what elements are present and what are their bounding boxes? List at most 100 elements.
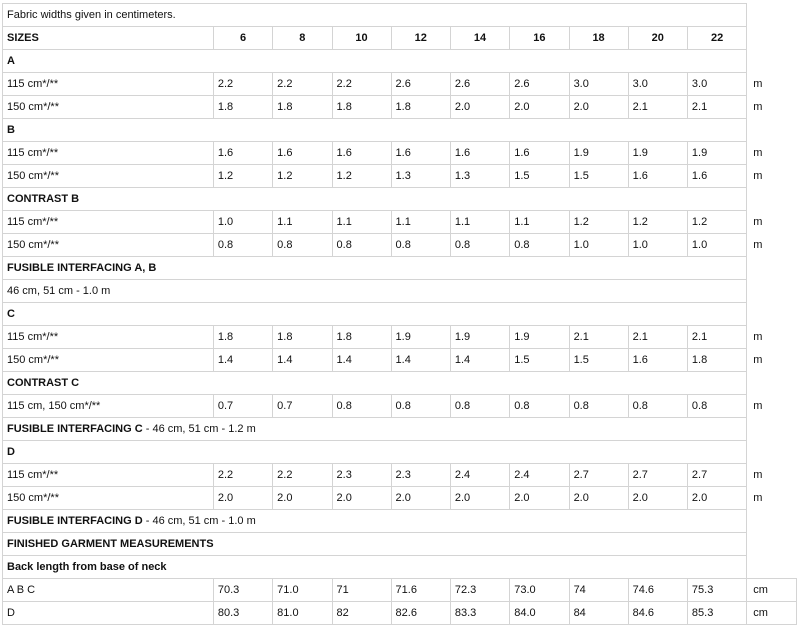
value-cell: 1.2 [627, 210, 688, 234]
value-cell: 82 [331, 601, 392, 625]
value-cell: 2.7 [686, 463, 748, 487]
value-cell: 2.4 [449, 463, 511, 487]
unit-cell: m [753, 469, 763, 481]
value-cell: 2.7 [568, 463, 629, 487]
unit-cell: m [753, 170, 763, 182]
value-cell: 74 [568, 578, 629, 602]
row-label: A B C [2, 578, 214, 602]
table-row: 150 cm*/** 2.0 2.0 2.0 2.0 2.0 2.0 2.0 2.0 2.0 m [2, 486, 797, 510]
value-cell: 2.6 [509, 72, 570, 96]
value-cell: 82.6 [390, 601, 451, 625]
value-cell: 2.3 [390, 463, 451, 487]
value-cell: 0.8 [509, 233, 570, 257]
interfacing-title: FUSIBLE INTERFACING C [7, 423, 143, 435]
value-cell: 1.4 [390, 348, 451, 372]
value-cell: 2.0 [627, 486, 688, 510]
value-cell: 1.4 [449, 348, 511, 372]
value-cell: 0.8 [331, 394, 392, 418]
value-cell: 1.4 [272, 348, 333, 372]
table-row: 150 cm*/** 1.4 1.4 1.4 1.4 1.4 1.5 1.5 1.6 1.8 m [2, 348, 797, 372]
table-body: Fabric widths given in centimeters. SIZE… [1, 3, 797, 625]
value-cell: 2.0 [449, 95, 511, 119]
value-cell: 72.3 [449, 578, 511, 602]
value-cell: 1.5 [568, 164, 629, 188]
value-cell: 2.1 [627, 325, 688, 349]
value-cell: 2.2 [212, 72, 274, 96]
size-header: 6 [212, 26, 274, 50]
value-cell: 2.1 [686, 95, 748, 119]
value-cell: 80.3 [212, 601, 274, 625]
value-cell: 2.2 [212, 463, 274, 487]
section-heading: FUSIBLE INTERFACING A, B [1, 256, 748, 280]
value-cell: 2.0 [568, 95, 629, 119]
unit-cell: m [753, 78, 763, 90]
value-cell: 3.0 [686, 72, 748, 96]
section-row: B [1, 118, 797, 142]
value-cell: 2.7 [627, 463, 688, 487]
text-row: 46 cm, 51 cm - 1.0 m [1, 279, 797, 303]
interfacing-text: 46 cm, 51 cm - 1.0 m [1, 279, 748, 303]
unit-cell: m [753, 400, 763, 412]
section-heading: CONTRAST B [1, 187, 748, 211]
value-cell: 2.6 [390, 72, 451, 96]
value-cell: 2.2 [331, 72, 392, 96]
value-cell: 1.6 [212, 141, 274, 165]
value-cell: 0.8 [272, 233, 333, 257]
row-label: 115 cm*/** [2, 463, 214, 487]
value-cell: 74.6 [627, 578, 688, 602]
value-cell: 1.2 [212, 164, 274, 188]
size-header: 18 [568, 26, 629, 50]
section-row: CONTRAST C [1, 371, 797, 395]
interfacing-detail: - 46 cm, 51 cm - 1.0 m [142, 515, 256, 527]
interfacing-cell: FUSIBLE INTERFACING C - 46 cm, 51 cm - 1… [1, 417, 748, 441]
value-cell: 1.6 [627, 348, 688, 372]
value-cell: 2.0 [509, 95, 570, 119]
value-cell: 2.0 [390, 486, 451, 510]
value-cell: 1.8 [212, 95, 274, 119]
value-cell: 2.1 [627, 95, 688, 119]
value-cell: 1.0 [212, 210, 274, 234]
value-cell: 1.8 [331, 95, 392, 119]
row-label: 115 cm*/** [2, 141, 214, 165]
value-cell: 0.8 [449, 394, 511, 418]
table-row: D 80.3 81.0 82 82.6 83.3 84.0 84 84.6 85.3 cm [2, 601, 797, 625]
section-heading: Back length from base of neck [1, 555, 748, 579]
interfacing-row: FUSIBLE INTERFACING D - 46 cm, 51 cm - 1… [1, 509, 797, 533]
interfacing-detail: - 46 cm, 51 cm - 1.2 m [142, 423, 256, 435]
value-cell: 1.6 [390, 141, 451, 165]
table-row: 150 cm*/** 1.2 1.2 1.2 1.3 1.3 1.5 1.5 1.6 1.6 m [2, 164, 797, 188]
size-header: 12 [390, 26, 451, 50]
value-cell: 84.0 [509, 601, 570, 625]
value-cell: 2.0 [449, 486, 511, 510]
value-cell: 1.3 [390, 164, 451, 188]
section-heading: D [1, 440, 748, 464]
section-row: Back length from base of neck [1, 555, 797, 579]
row-label: 150 cm*/** [2, 348, 214, 372]
value-cell: 0.8 [568, 394, 629, 418]
value-cell: 1.8 [212, 325, 274, 349]
fabric-requirements-table: Fabric widths given in centimeters. SIZE… [1, 3, 797, 625]
unit-cell: m [753, 216, 763, 228]
value-cell: 1.6 [331, 141, 392, 165]
value-cell: 1.1 [449, 210, 511, 234]
value-cell: 1.9 [686, 141, 748, 165]
interfacing-cell: FUSIBLE INTERFACING D - 46 cm, 51 cm - 1… [1, 509, 748, 533]
value-cell: 1.1 [390, 210, 451, 234]
row-label: 150 cm*/** [2, 486, 214, 510]
value-cell: 1.6 [686, 164, 748, 188]
value-cell: 1.8 [390, 95, 451, 119]
value-cell: 2.2 [272, 72, 333, 96]
row-label: 150 cm*/** [2, 164, 214, 188]
value-cell: 0.7 [272, 394, 333, 418]
size-header: 22 [686, 26, 748, 50]
size-header: 16 [509, 26, 570, 50]
value-cell: 2.0 [509, 486, 570, 510]
section-row: CONTRAST B [1, 187, 797, 211]
value-cell: 1.3 [449, 164, 511, 188]
value-cell: 0.8 [627, 394, 688, 418]
section-heading: C [1, 302, 748, 326]
value-cell: 2.6 [449, 72, 511, 96]
value-cell: 0.8 [212, 233, 274, 257]
value-cell: 1.6 [449, 141, 511, 165]
value-cell: 3.0 [568, 72, 629, 96]
